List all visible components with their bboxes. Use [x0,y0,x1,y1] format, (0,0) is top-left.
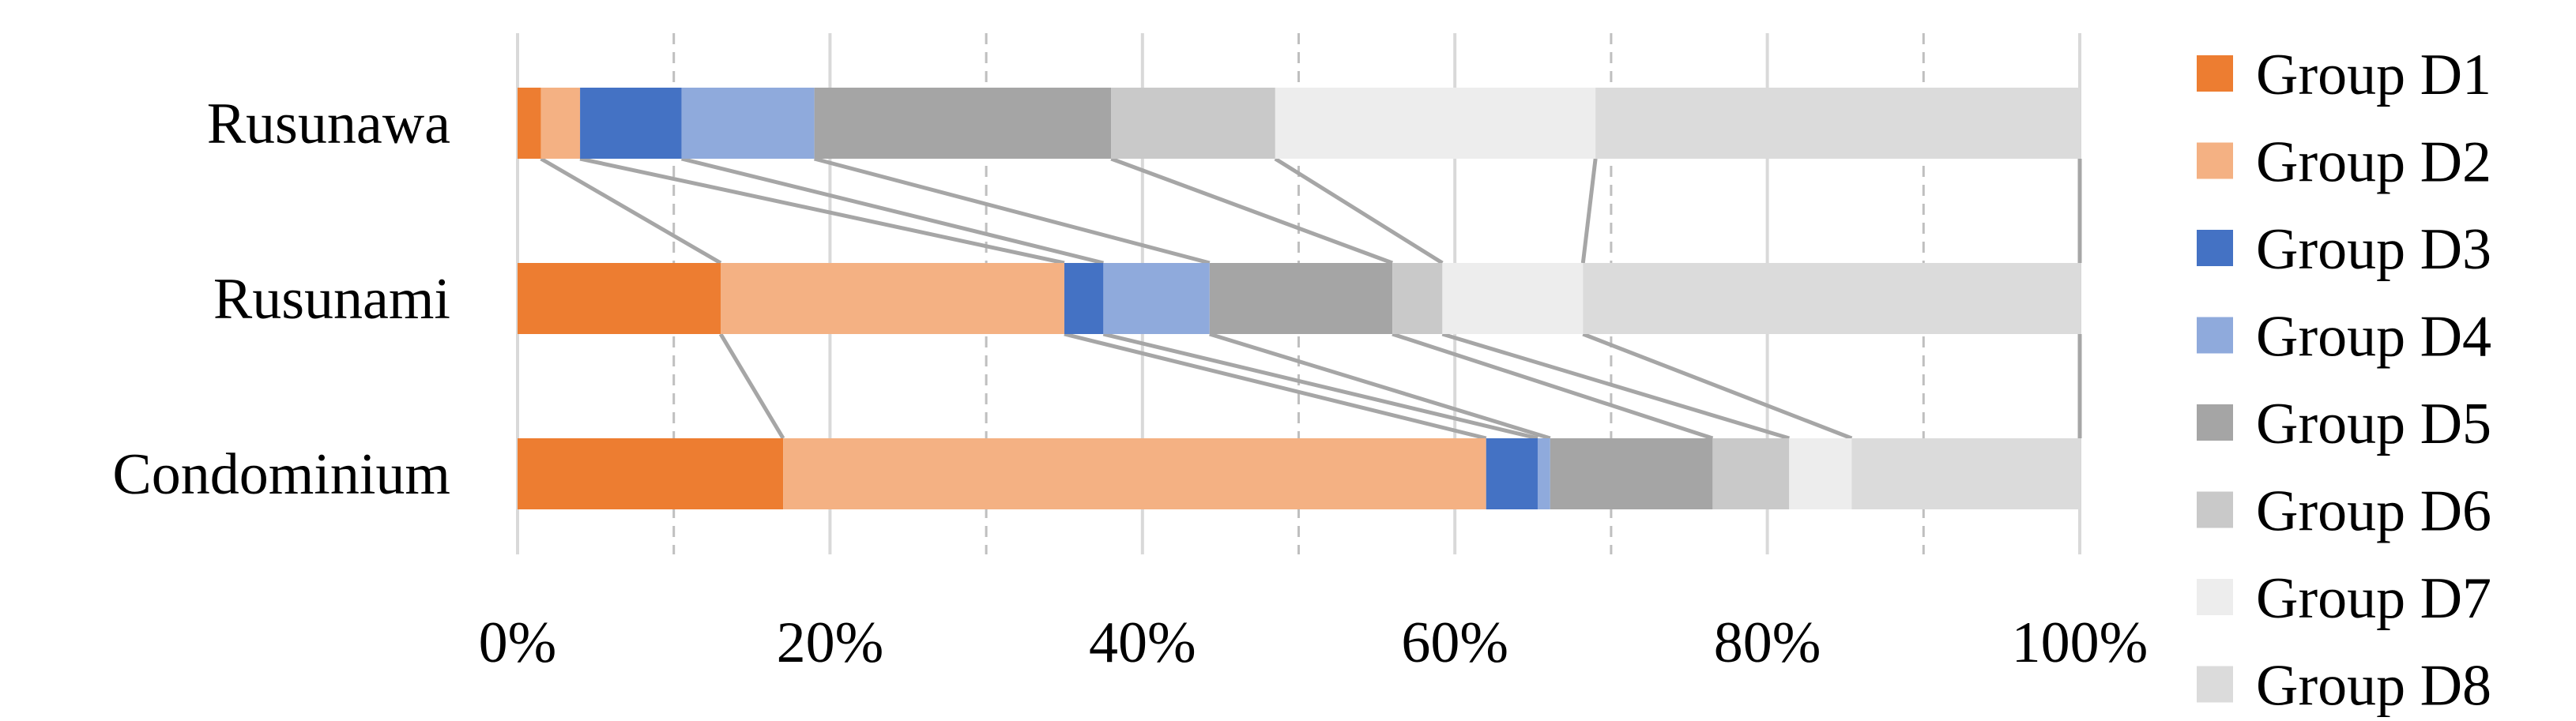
bar-segment [1209,263,1393,334]
legend-swatch [2197,317,2233,354]
category-axis: Rusunawa Rusunami Condominium [112,92,450,507]
series-line [1580,158,1598,264]
legend-swatch [2197,579,2233,615]
tick-label: 40% [1089,610,1196,675]
bar-segment [1275,88,1596,159]
legend: Group D1 Group D2 Group D3 Group D4 Group D5… [2197,43,2491,719]
bar-segment [1712,438,1790,509]
category-label: Condominium [112,442,450,507]
legend-swatch [2197,55,2233,92]
bar-segment [1486,438,1538,509]
series-line [1102,332,1538,441]
series-line [718,332,785,440]
bar-segment [518,438,784,509]
tick-label: 0% [479,610,557,675]
bar-segment [814,88,1112,159]
bars-layer [518,88,2080,509]
series-line [813,156,1211,265]
bar-segment [1103,263,1210,334]
value-axis: 0% 20% 40% 60% 80% 100% [479,610,2149,675]
bar-segment [681,88,815,159]
bar-segment [518,88,541,159]
legend-label: Group D3 [2256,217,2491,282]
legend-swatch [2197,230,2233,266]
legend-swatch [2197,666,2233,703]
category-label: Rusunawa [207,92,450,156]
bar-segment [1550,438,1713,509]
series-line [1392,332,1714,441]
legend-label: Group D1 [2256,43,2491,107]
series-line [680,156,1104,265]
legend-label: Group D5 [2256,392,2491,456]
bar-segment [1392,263,1443,334]
bar-segment [1537,438,1550,509]
legend-label: Group D6 [2256,479,2491,544]
tick-label: 60% [1401,610,1508,675]
legend-label: Group D2 [2256,130,2491,195]
bar-segment [783,438,1486,509]
legend-swatch [2197,142,2233,179]
bar-segment [518,263,721,334]
bar-segment [721,263,1064,334]
bar-segment [1064,263,1104,334]
bar-segment [1111,88,1275,159]
legend-label: Group D8 [2256,654,2491,718]
legend-label: Group D4 [2256,305,2491,370]
series-line [1110,156,1393,265]
legend-swatch [2197,491,2233,528]
bar-segment [1595,88,2080,159]
series-line [1582,332,1853,441]
bar-segment [580,88,682,159]
series-line [1064,332,1487,441]
tick-label: 80% [1714,610,1821,675]
series-line [579,156,1065,265]
legend-swatch [2197,404,2233,441]
bar-segment [1583,263,2080,334]
bar-segment [1442,263,1584,334]
series-line [540,156,722,265]
tick-label: 100% [2012,610,2149,675]
bar-segment [1851,438,2080,509]
series-line [1441,332,1790,441]
legend-label: Group D7 [2256,566,2491,631]
series-lines-layer [540,156,2082,441]
bar-segment [540,88,581,159]
bar-segment [1789,438,1852,509]
series-line [1209,332,1551,441]
series-line [1274,156,1444,265]
category-label: Rusunami [213,267,450,332]
tick-label: 20% [777,610,884,675]
